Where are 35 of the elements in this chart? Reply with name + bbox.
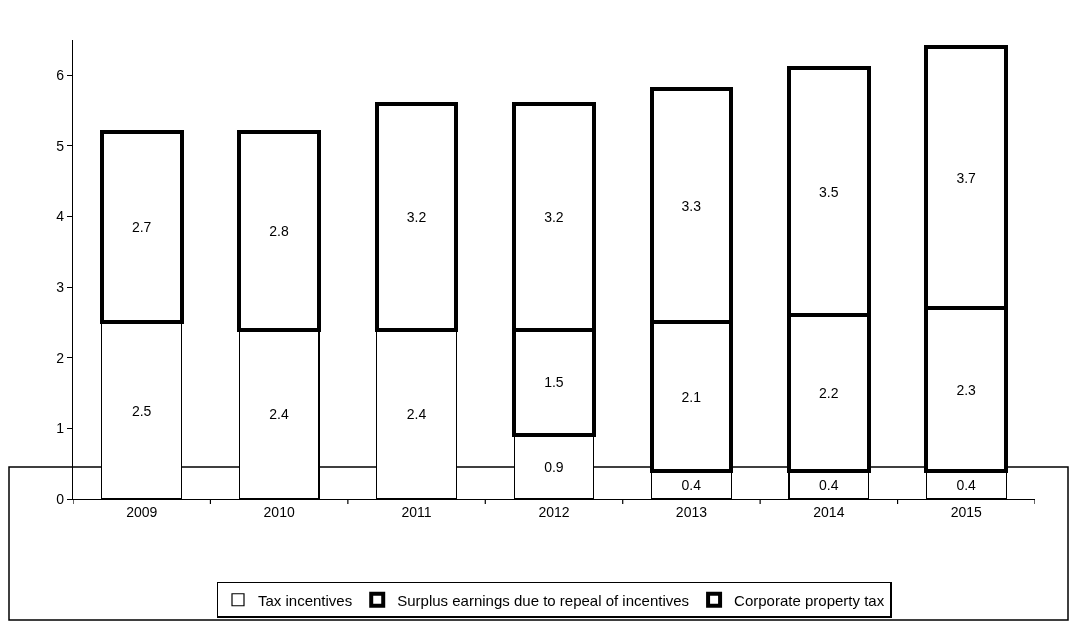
data-label: 3.2 [544, 208, 564, 225]
legend-label: Corporate property tax [734, 591, 885, 609]
data-label: 3.2 [406, 208, 427, 225]
data-label: 2.5 [131, 402, 152, 419]
y-tick-label: 3 [56, 279, 65, 296]
x-tick-label: 2013 [675, 503, 708, 520]
data-label: 2.2 [819, 385, 839, 402]
y-tick-label: 4 [56, 208, 65, 225]
data-label: 3.7 [956, 169, 977, 186]
data-label: 0.4 [681, 476, 702, 493]
data-label: 0.4 [819, 476, 839, 493]
data-label: 2.3 [956, 381, 977, 398]
data-label: 3.3 [681, 197, 702, 214]
y-tick-label: 0 [56, 490, 65, 507]
data-label: 2.1 [681, 388, 702, 405]
y-tick-label: 5 [56, 137, 65, 154]
data-label: 2.4 [269, 406, 289, 423]
x-tick-label: 2015 [950, 503, 983, 520]
data-label: 3.5 [819, 183, 839, 200]
y-tick-label: 1 [56, 420, 65, 437]
x-tick-label: 2011 [401, 503, 432, 520]
legend-label: Tax incentives [258, 591, 353, 609]
data-label: 2.4 [406, 406, 427, 423]
data-label: 0.9 [544, 459, 564, 476]
data-label: 1.5 [544, 374, 564, 391]
legend-label: Surplus earnings due to repeal of incentives [397, 591, 690, 609]
data-label: 2.8 [269, 222, 289, 239]
y-tick-label: 6 [56, 67, 65, 84]
data-label: 2.7 [131, 219, 152, 236]
x-tick-label: 2010 [263, 503, 295, 520]
data-label: 0.4 [956, 476, 977, 493]
x-tick-label: 2012 [538, 503, 570, 520]
y-tick-label: 2 [56, 349, 65, 366]
x-tick-label: 2014 [813, 503, 845, 520]
x-tick-label: 2009 [126, 503, 158, 520]
